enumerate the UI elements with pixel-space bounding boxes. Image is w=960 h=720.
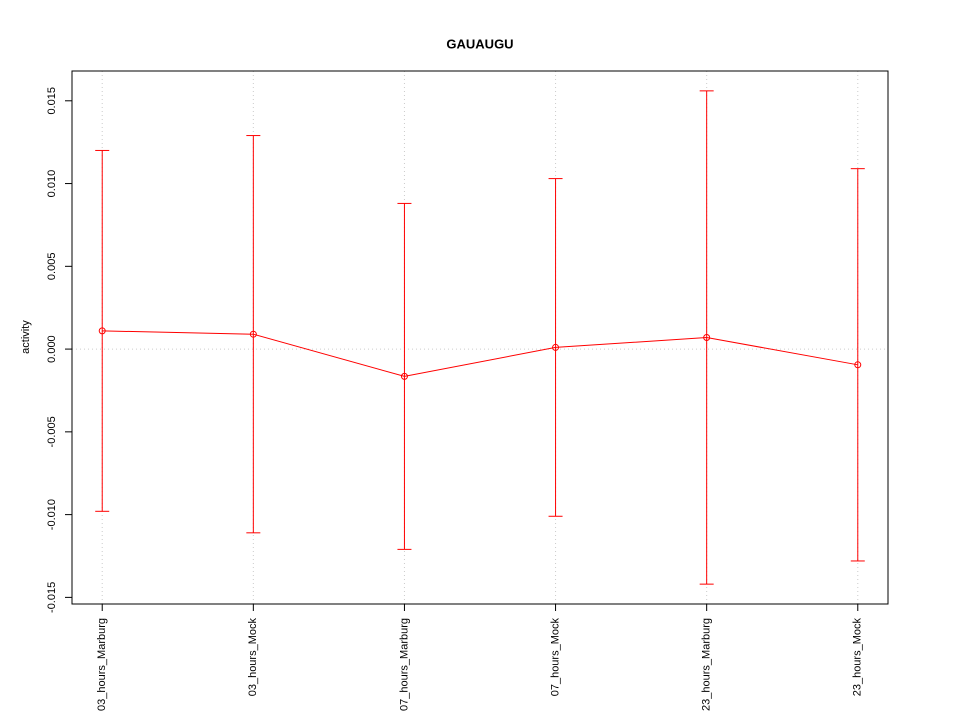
point — [400, 372, 408, 380]
y-axis-label: activity — [20, 320, 32, 354]
x-tick-label: 07_hours_Marburg — [398, 618, 410, 711]
x-tick-label: 23_hours_Marburg — [701, 618, 713, 711]
y-tick-label: 0.015 — [46, 87, 58, 115]
y-tick-label: -0.015 — [46, 582, 58, 613]
point — [249, 330, 257, 338]
x-tick-label: 03_hours_Marburg — [96, 618, 108, 711]
series-line — [102, 330, 858, 377]
x-tick-label: 07_hours_Mock — [549, 618, 561, 697]
chart-title: GAUAUGU — [446, 36, 513, 51]
y-tick-label: 0.005 — [46, 253, 58, 281]
y-tick-label: 0.000 — [46, 335, 58, 363]
x-tick-label: 23_hours_Mock — [852, 618, 864, 697]
y-tick-label: -0.005 — [46, 416, 58, 447]
point — [98, 327, 106, 335]
y-tick-label: 0.010 — [46, 170, 58, 198]
plot-frame — [71, 70, 889, 605]
x-tick-label: 03_hours_Mock — [247, 618, 259, 697]
point — [703, 334, 711, 341]
point — [552, 343, 560, 351]
y-tick-label: -0.010 — [46, 499, 58, 530]
point — [854, 361, 862, 369]
